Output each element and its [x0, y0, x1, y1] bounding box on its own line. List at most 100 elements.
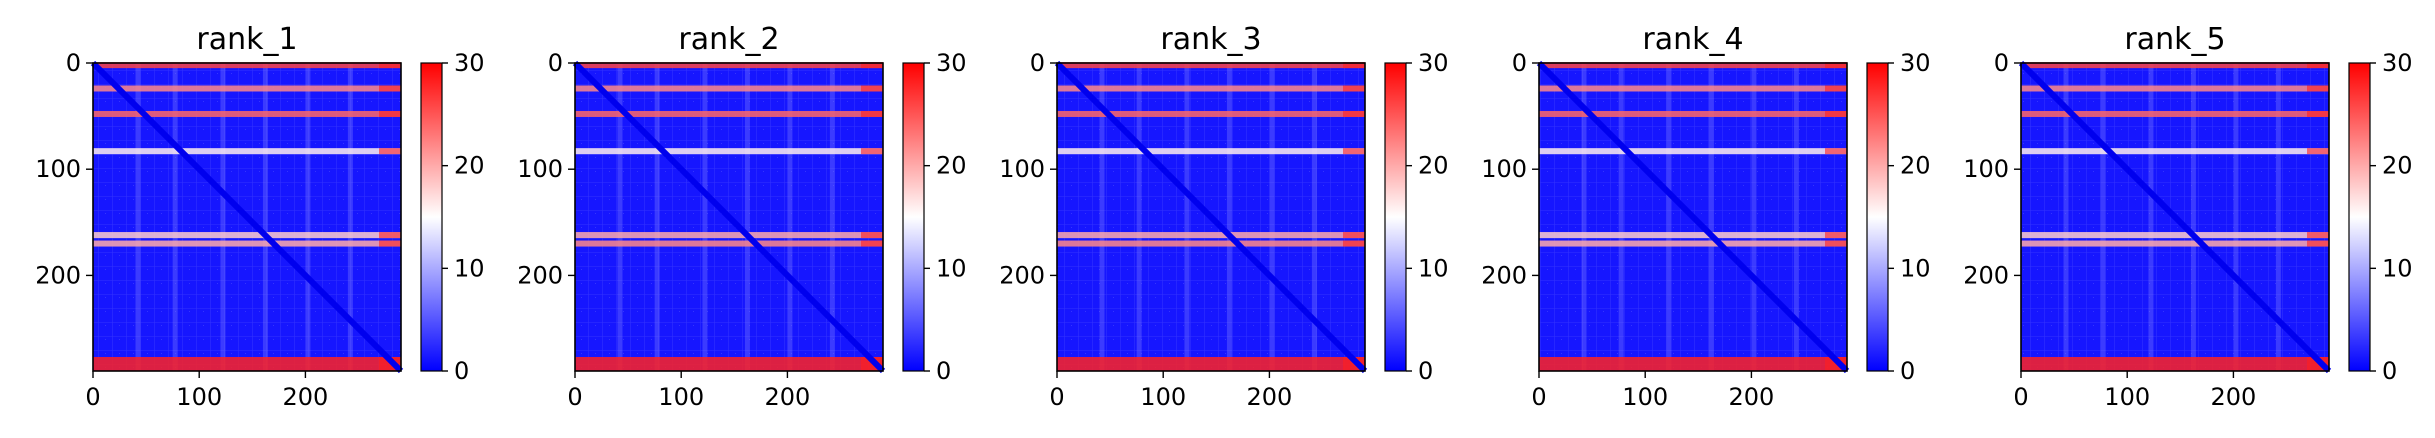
- heatmap-band-edge: [379, 232, 401, 239]
- y-tick-label: 0: [66, 49, 81, 77]
- heatmap-row-band: [2021, 62, 2329, 69]
- heatmap-row-band: [1057, 62, 1365, 69]
- y-tick-label: 100: [999, 155, 1045, 183]
- y-tick-label: 0: [1030, 49, 1045, 77]
- heatmap-row-band: [1057, 148, 1365, 155]
- heatmap-row-band: [2021, 85, 2329, 92]
- heatmap-column-band: [1708, 63, 1714, 371]
- x-tick-label: 200: [1729, 383, 1775, 411]
- x-tick-label: 100: [1140, 383, 1186, 411]
- heatmap-column-band: [1793, 63, 1799, 371]
- colorbar-tick-label: 0: [454, 357, 469, 385]
- heatmap-frame: [1056, 62, 1366, 372]
- heatmap-column-band: [1581, 63, 1587, 371]
- heatmap-band-edge: [1825, 85, 1847, 92]
- heatmap-row-band: [575, 148, 883, 155]
- y-tick-label: 0: [548, 49, 563, 77]
- y-tick-label: 100: [1963, 155, 2009, 183]
- colorbar-tick-label: 10: [1900, 254, 1931, 282]
- heatmap-band-edge: [1825, 62, 1847, 69]
- heatmap-band-edge: [861, 62, 883, 69]
- colorbar-tick-label: 10: [2382, 254, 2413, 282]
- colorbar-tick-label: 20: [454, 152, 485, 180]
- heatmap-band-edge: [379, 148, 401, 155]
- heatmap-band-edge: [861, 85, 883, 92]
- heatmap-row-band: [1057, 85, 1365, 92]
- heatmap-column-band: [617, 63, 623, 371]
- heatmap-row-band: [93, 148, 401, 155]
- chart-title: rank_4: [1642, 22, 1743, 57]
- heatmap-band-edge: [379, 110, 401, 117]
- colorbar: [2348, 62, 2371, 372]
- heatmap-band-edge: [379, 240, 401, 247]
- heatmap-band-edge: [1825, 240, 1847, 247]
- heatmap-column-band: [2190, 63, 2196, 371]
- y-tick-label: 200: [35, 261, 81, 289]
- heatmap-row-band: [575, 357, 883, 371]
- heatmap-row-band: [1539, 240, 1847, 247]
- y-tick-label: 200: [1481, 261, 1527, 289]
- x-tick-label: 200: [283, 383, 329, 411]
- heatmap-column-band: [262, 63, 268, 371]
- heatmap-band-edge: [861, 148, 883, 155]
- heatmap-row-band: [1057, 232, 1365, 239]
- heatmap-column-band: [220, 63, 226, 371]
- heatmap-row-band: [93, 240, 401, 247]
- heatmap-row-band: [2021, 240, 2329, 247]
- heatmap-row-band: [2021, 232, 2329, 239]
- colorbar-tick-label: 10: [936, 254, 967, 282]
- heatmap-column-band: [1666, 63, 1672, 371]
- colorbar: [1866, 62, 1889, 372]
- x-tick-label: 200: [2211, 383, 2257, 411]
- x-tick-label: 100: [1622, 383, 1668, 411]
- colorbar: [1384, 62, 1407, 372]
- x-tick-label: 200: [1247, 383, 1293, 411]
- x-tick-label: 0: [85, 383, 100, 411]
- x-tick-label: 0: [1531, 383, 1546, 411]
- heatmap-row-band: [575, 232, 883, 239]
- heatmap-band-edge: [1343, 85, 1365, 92]
- y-tick-label: 0: [1512, 49, 1527, 77]
- heatmap-band-edge: [2307, 85, 2329, 92]
- heatmap-column-band: [347, 63, 353, 371]
- x-tick-label: 0: [2013, 383, 2028, 411]
- heatmap-column-band: [2148, 63, 2154, 371]
- heatmap-diagonal: [572, 60, 886, 374]
- heatmap-band-edge: [861, 110, 883, 117]
- colorbar-tick-label: 10: [1418, 254, 1449, 282]
- heatmap-band-edge: [1343, 148, 1365, 155]
- chart-title: rank_3: [1160, 22, 1261, 57]
- heatmap-panel-1: rank_1 0 100 200 0 100 200 0 10 20 30: [35, 22, 484, 411]
- heatmap-row-band: [575, 240, 883, 247]
- heatmap-row-band: [575, 85, 883, 92]
- heatmap-band-edge: [2307, 148, 2329, 155]
- heatmap-band-edge: [1825, 232, 1847, 239]
- heatmap-frame: [92, 62, 402, 372]
- heatmap-row-band: [93, 357, 401, 371]
- heatmap-column-band: [305, 63, 311, 371]
- heatmap-row-band: [575, 62, 883, 69]
- x-tick-label: 200: [765, 383, 811, 411]
- heatmap-row-band: [1539, 62, 1847, 69]
- heatmap-band-edge: [2307, 232, 2329, 239]
- heatmap-band-edge: [861, 240, 883, 247]
- colorbar-tick-label: 30: [936, 49, 967, 77]
- heatmap-column-band: [654, 63, 660, 371]
- y-tick-label: 0: [1994, 49, 2009, 77]
- heatmap-column-band: [744, 63, 750, 371]
- heatmap-frame: [2020, 62, 2330, 372]
- y-tick-label: 200: [999, 261, 1045, 289]
- y-tick-label: 100: [517, 155, 563, 183]
- heatmap-row-band: [1539, 357, 1847, 371]
- y-tick-label: 200: [1963, 261, 2009, 289]
- heatmap-column-band: [2275, 63, 2281, 371]
- heatmap-column-band: [1311, 63, 1317, 371]
- heatmap-row-band: [1057, 110, 1365, 117]
- heatmap-band-edge: [1825, 148, 1847, 155]
- heatmap-diagonal: [90, 60, 404, 374]
- heatmap-band-edge: [2307, 62, 2329, 69]
- heatmap-panel-4: rank_4 0 100 200 0 100 200 0 10 20 30: [1481, 22, 1930, 411]
- heatmap-band-edge: [2307, 240, 2329, 247]
- x-tick-label: 100: [176, 383, 222, 411]
- heatmap-panel-2: rank_2 0 100 200 0 100 200 0 10 20 30: [517, 22, 966, 411]
